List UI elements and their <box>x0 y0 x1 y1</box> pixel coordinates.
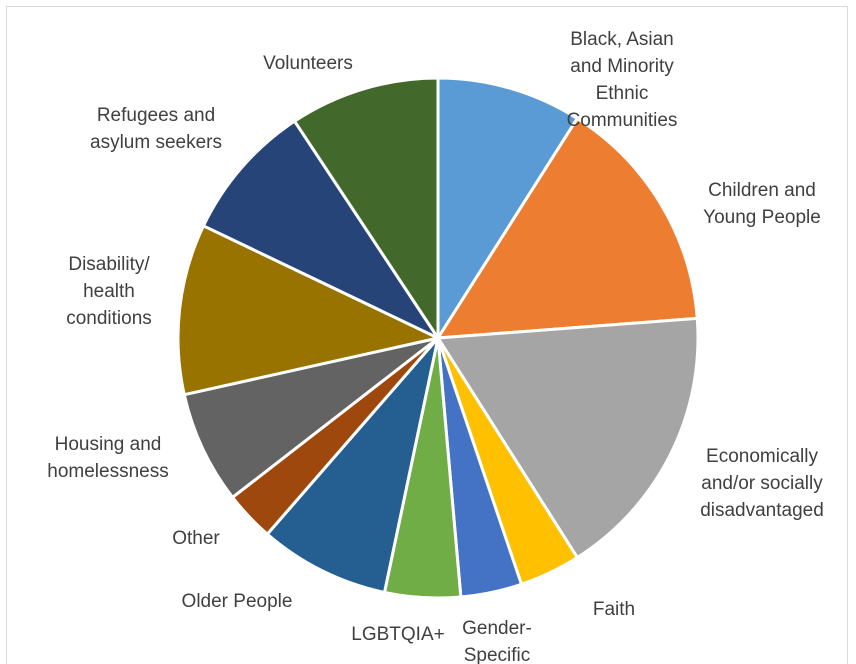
pie-slice-9 <box>182 336 440 499</box>
slice-label-line: Children and <box>708 180 816 201</box>
slice-label-6: LGBTQIA+ <box>351 624 444 645</box>
slice-label-8: Other <box>172 528 220 549</box>
pie-slice-1 <box>436 76 579 340</box>
pie-slice-3 <box>436 316 700 560</box>
slice-label-line: Faith <box>593 599 635 620</box>
slice-label-10: Disability/health conditions <box>66 254 152 329</box>
slice-label-line: LGBTQIA+ <box>351 624 444 645</box>
slice-label-line: homelessness <box>47 461 168 482</box>
slice-label-line: health <box>83 281 135 302</box>
slice-label-line: Specific <box>464 645 531 664</box>
slice-label-line: Young People <box>703 207 821 228</box>
pie-slice-10 <box>176 224 440 397</box>
slice-label-line: and/or socially <box>701 473 823 494</box>
slice-label-3: Economically and/or socially disadvantaged <box>700 446 824 521</box>
slice-label-line: Housing and <box>55 434 162 455</box>
pie-slice-7 <box>265 336 440 594</box>
slice-label-5: Gender- Specific <box>462 618 532 664</box>
slice-label-line: disadvantaged <box>700 500 824 521</box>
pie-slices <box>176 76 700 600</box>
slice-label-line: Communities <box>567 110 678 131</box>
slice-label-line: and Minority <box>570 56 674 77</box>
slice-label-line: conditions <box>66 308 152 329</box>
slice-label-line: asylum seekers <box>90 132 222 153</box>
pie-labels: Black, Asian and Minority Ethnic Communitie… <box>47 29 824 664</box>
slice-label-line: Economically <box>706 446 818 467</box>
slice-label-11: Refugees and asylum seekers <box>90 105 222 153</box>
slice-label-line: Refugees and <box>97 105 215 126</box>
slice-label-line: Black, Asian <box>570 29 674 50</box>
slice-label-line: Gender- <box>462 618 532 639</box>
slice-label-12: Volunteers <box>263 53 353 74</box>
pie-slice-12 <box>293 76 440 340</box>
pie-slice-11 <box>201 119 440 340</box>
slice-label-line: Ethnic <box>596 83 649 104</box>
slice-label-line: Volunteers <box>263 53 353 74</box>
slice-label-1: Black, Asian and Minority Ethnic Communitie… <box>567 29 678 131</box>
slice-label-2: Children and Young People <box>703 180 821 228</box>
pie-slice-2 <box>436 116 699 340</box>
slice-label-9: Housing and homelessness <box>47 434 168 482</box>
slice-label-line: Other <box>172 528 220 549</box>
slice-label-7: Older People <box>182 591 293 612</box>
slice-label-line: Disability/ <box>68 254 150 275</box>
slice-label-line: Older People <box>182 591 293 612</box>
slice-label-4: Faith <box>593 599 635 620</box>
